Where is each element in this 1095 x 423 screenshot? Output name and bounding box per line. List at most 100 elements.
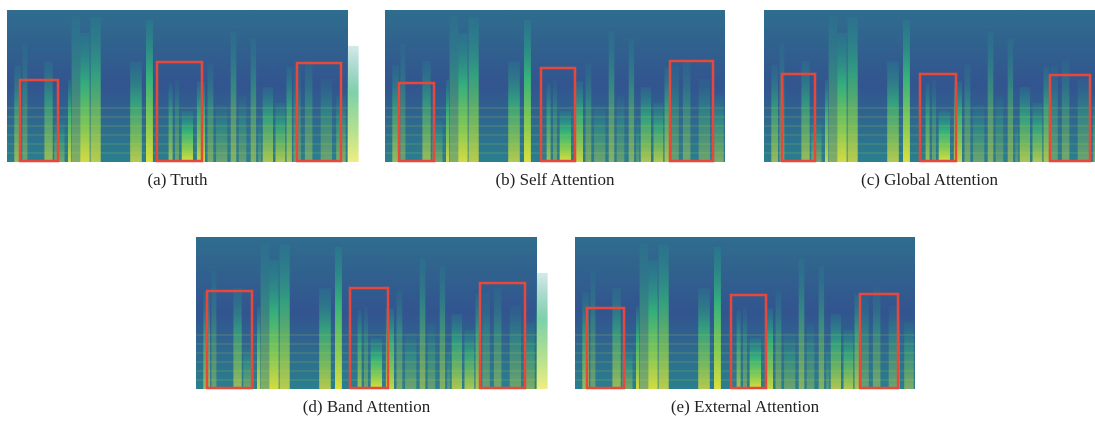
spectrogram-harmonic bbox=[196, 334, 537, 336]
spectrogram-stripe bbox=[776, 290, 782, 389]
spectrogram-stripe bbox=[1044, 67, 1049, 162]
spectrogram-harmonic bbox=[196, 343, 537, 345]
spectrogram-stripe bbox=[335, 247, 342, 389]
spectrogram-stripe bbox=[636, 307, 639, 389]
spectrogram-stripe bbox=[903, 20, 910, 162]
spectrogram-stripe bbox=[609, 31, 615, 162]
spectrogram-stripe bbox=[446, 80, 449, 162]
spectrogram-harmonic bbox=[764, 152, 1095, 154]
spectrogram-stripe bbox=[208, 63, 214, 162]
spectrogram-stripe bbox=[560, 111, 571, 162]
spectrogram-stripe bbox=[458, 33, 468, 162]
spectrogram-stripe bbox=[988, 31, 994, 162]
spectrogram-stripe bbox=[72, 17, 81, 163]
spectrogram-stripe bbox=[91, 18, 101, 162]
spectrogram-harmonic bbox=[764, 125, 1095, 127]
spectrogram-harmonic bbox=[575, 370, 915, 372]
spectrogram-stripe bbox=[873, 287, 881, 389]
spectrogram-harmonic bbox=[385, 116, 725, 118]
spectrogram-stripe bbox=[1050, 66, 1057, 162]
spectrogram-stripe bbox=[714, 247, 721, 389]
spectrogram-stripe bbox=[494, 287, 502, 389]
spectrogram-stripe bbox=[319, 289, 331, 390]
spectrogram-stripe bbox=[553, 80, 557, 162]
spectrogram-stripe bbox=[261, 244, 270, 390]
panel-caption: (c) Global Attention bbox=[861, 170, 998, 189]
spectrogram-stripe bbox=[182, 111, 193, 162]
spectrogram-stripe bbox=[263, 87, 273, 162]
spectrogram-stripe bbox=[829, 17, 838, 163]
spectrogram-stripe bbox=[861, 293, 868, 389]
spectrogram-stripe bbox=[175, 80, 179, 162]
panel-caption: (a) Truth bbox=[148, 170, 208, 189]
spectrogram-stripe bbox=[482, 293, 489, 389]
spectrogram-stripe bbox=[641, 87, 651, 162]
spectrogram-harmonic bbox=[196, 379, 537, 381]
spectrogram-stripe bbox=[231, 31, 237, 162]
spectrogram-stripe bbox=[698, 289, 710, 390]
spectrogram-stripe bbox=[659, 245, 669, 389]
spectrogram-stripe bbox=[80, 33, 90, 162]
spectrogram-stripe bbox=[743, 307, 747, 389]
spectrogram-stripe bbox=[848, 18, 858, 162]
spectrogram-stripe bbox=[750, 338, 761, 389]
spectrogram-stripe bbox=[547, 83, 551, 162]
spectrogram-panel bbox=[575, 237, 915, 389]
spectrogram-harmonic bbox=[196, 352, 537, 354]
spectrogram-stripe bbox=[887, 62, 899, 163]
spectrogram-stripe bbox=[420, 258, 426, 389]
spectrogram-stripe bbox=[671, 66, 678, 162]
spectrogram-harmonic bbox=[575, 334, 915, 336]
spectrogram-stripe bbox=[450, 17, 459, 163]
spectrogram-harmonic bbox=[385, 134, 725, 136]
panel-caption: (e) External Attention bbox=[671, 397, 820, 416]
spectrogram-stripe bbox=[699, 79, 710, 162]
spectrogram-stripe bbox=[146, 20, 153, 162]
spectrogram-stripe bbox=[648, 260, 658, 389]
spectrogram-harmonic bbox=[385, 152, 725, 154]
spectrogram-harmonic bbox=[575, 352, 915, 354]
spectrogram-stripe bbox=[737, 310, 741, 389]
spectrogram-stripe bbox=[44, 61, 52, 162]
spectrogram-stripe bbox=[825, 80, 828, 162]
spectrogram-stripe bbox=[1020, 87, 1030, 162]
spectrogram-stripe bbox=[269, 260, 279, 389]
spectrogram-panel bbox=[385, 10, 725, 162]
spectrogram-stripe bbox=[130, 62, 142, 163]
spectrogram-harmonic bbox=[764, 116, 1095, 118]
spectrogram-stripe bbox=[280, 245, 290, 389]
spectrogram-stripe bbox=[932, 80, 936, 162]
spectrogram-harmonic bbox=[575, 361, 915, 363]
spectrogram-stripe bbox=[771, 65, 778, 162]
spectrogram-harmonic bbox=[764, 107, 1095, 109]
spectrogram-stripe bbox=[831, 314, 841, 389]
spectrogram-stripe bbox=[305, 60, 313, 162]
spectrogram-harmonic bbox=[575, 343, 915, 345]
spectrogram-stripe bbox=[364, 307, 368, 389]
spectrogram-stripe bbox=[422, 61, 430, 162]
spectrogram-stripe bbox=[926, 83, 930, 162]
spectrogram-stripe bbox=[233, 288, 241, 389]
spectrogram-harmonic bbox=[764, 134, 1095, 136]
spectrogram-harmonic bbox=[764, 143, 1095, 145]
spectrogram-stripe bbox=[586, 63, 592, 162]
spectrogram-stripe bbox=[612, 288, 620, 389]
spectrogram-panel bbox=[764, 10, 1095, 162]
spectrogram-stripe bbox=[469, 18, 479, 162]
spectrogram-stripe bbox=[508, 62, 520, 163]
spectrogram-stripe bbox=[397, 290, 403, 389]
spectrogram-stripe bbox=[452, 314, 462, 389]
spectrogram-stripe bbox=[1078, 79, 1089, 162]
spectrogram-harmonic bbox=[385, 143, 725, 145]
panel-caption: (d) Band Attention bbox=[303, 397, 431, 416]
spectrogram-stripe bbox=[965, 63, 971, 162]
spectrogram-panel bbox=[196, 237, 548, 389]
spectrogram-stripe bbox=[939, 111, 950, 162]
spectrogram-harmonic bbox=[196, 361, 537, 363]
spectrogram-stripe bbox=[371, 338, 382, 389]
spectrogram-stripe bbox=[640, 244, 649, 390]
spectrogram-stripe bbox=[801, 61, 809, 162]
spectrogram-stripe bbox=[510, 306, 521, 389]
spectrogram-stripe bbox=[837, 33, 847, 162]
spectrogram-harmonic bbox=[385, 125, 725, 127]
